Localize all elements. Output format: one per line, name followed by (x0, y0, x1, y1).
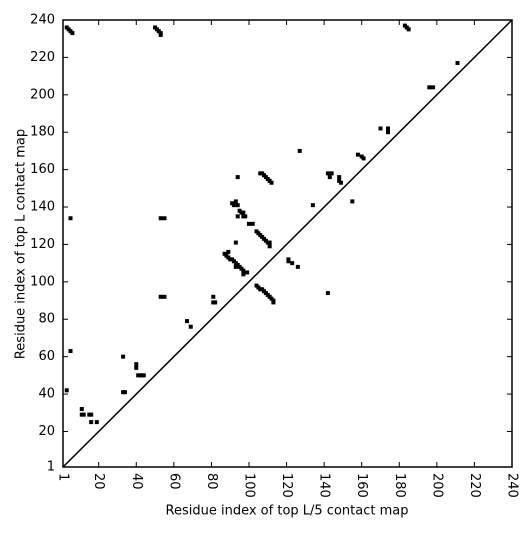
contact-point (162, 294, 167, 299)
y-tick-label: 100 (30, 274, 55, 289)
contact-point (158, 216, 163, 221)
x-tick-label: 80 (204, 473, 219, 490)
contact-point (271, 300, 276, 305)
contact-point (431, 85, 436, 90)
x-tick-label: 100 (241, 473, 256, 498)
contact-point (286, 259, 291, 264)
contact-point (188, 324, 193, 329)
contact-point (213, 300, 218, 305)
contact-point (378, 126, 383, 131)
contact-point (70, 31, 75, 36)
contact-point (427, 85, 432, 90)
contact-point (134, 365, 139, 370)
contact-point (235, 175, 240, 180)
contact-point (121, 354, 126, 359)
contact-point (295, 264, 300, 269)
contact-point (245, 270, 250, 275)
contact-point (386, 126, 391, 131)
contact-point (355, 152, 360, 157)
x-tick-label: 200 (429, 473, 444, 498)
contact-point (269, 180, 274, 185)
y-tick-label: 1 (47, 460, 55, 475)
y-axis-label: Residue index of top L contact map (14, 129, 29, 359)
contact-point (89, 420, 94, 425)
y-tick-label: 200 (30, 87, 55, 102)
y-tick-label: 140 (30, 200, 55, 215)
contact-point (64, 388, 69, 393)
contact-point (235, 203, 240, 208)
x-tick-label: 140 (317, 473, 332, 498)
contact-point (241, 210, 246, 215)
y-tick-label: 180 (30, 125, 55, 140)
contact-point (141, 373, 146, 378)
y-tick-label: 240 (30, 13, 55, 28)
x-tick-label: 220 (467, 473, 482, 498)
contact-point (455, 61, 460, 66)
y-tick-label: 220 (30, 50, 55, 65)
contact-point (94, 420, 99, 425)
contact-point (122, 390, 127, 395)
contact-point (184, 319, 189, 324)
contact-point (233, 199, 238, 204)
y-tick-label: 120 (30, 237, 55, 252)
y-tick-label: 160 (30, 162, 55, 177)
x-tick-label: 20 (91, 473, 106, 490)
contact-point (267, 244, 272, 249)
contact-point (162, 216, 167, 221)
x-tick-label: 240 (505, 473, 520, 498)
contact-point (310, 203, 315, 208)
y-tick-label: 40 (38, 387, 55, 402)
contact-point (134, 362, 139, 367)
contact-point (246, 221, 251, 226)
contact-point (158, 32, 163, 37)
y-tick-label: 80 (38, 312, 55, 327)
contact-point (339, 180, 344, 185)
contact-point (211, 294, 216, 299)
contact-point (68, 216, 73, 221)
x-tick-label: 120 (279, 473, 294, 498)
contact-point (89, 412, 94, 417)
contact-point (267, 240, 272, 245)
x-tick-label: 60 (166, 473, 181, 490)
contact-point (243, 214, 248, 219)
contact-point (79, 407, 84, 412)
contact-point (235, 214, 240, 219)
contact-point (350, 199, 355, 204)
contact-point (290, 261, 295, 266)
contact-point (337, 175, 342, 180)
plot-frame (62, 19, 513, 468)
contact-point (406, 27, 411, 32)
contact-point (327, 175, 332, 180)
contact-point (325, 291, 330, 296)
contact-point (241, 272, 246, 277)
x-tick-label: 1 (56, 473, 71, 481)
contact-point (226, 249, 231, 254)
contact-point (233, 240, 238, 245)
contact-point (81, 412, 86, 417)
contact-point (231, 203, 236, 208)
contact-point (329, 171, 334, 176)
contact-point (297, 148, 302, 153)
contact-point (386, 130, 391, 135)
x-tick-label: 180 (392, 473, 407, 498)
x-tick-label: 160 (354, 473, 369, 498)
contact-point (361, 156, 366, 161)
contact-point (158, 294, 163, 299)
contact-point (325, 171, 330, 176)
x-tick-label: 40 (129, 473, 144, 490)
contact-point (68, 349, 73, 354)
x-axis-label: Residue index of top L/5 contact map (166, 504, 409, 519)
diagonal (62, 19, 513, 468)
contact-point (250, 221, 255, 226)
y-tick-label: 60 (38, 349, 55, 364)
y-tick-label: 20 (38, 424, 55, 439)
